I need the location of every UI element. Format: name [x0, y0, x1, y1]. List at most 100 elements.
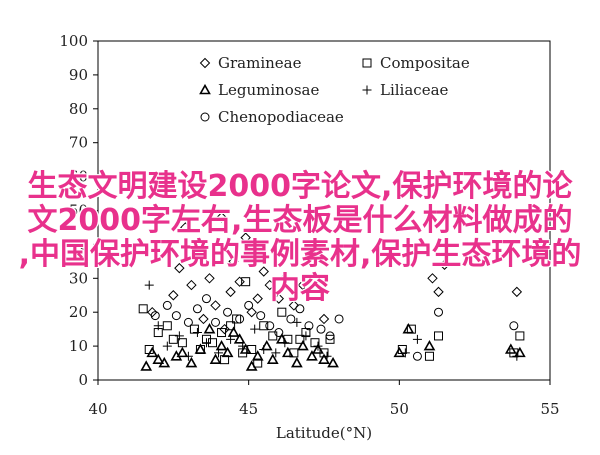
gramineae-point: [433, 286, 444, 298]
gramineae-point: [427, 273, 438, 284]
liliaceae-point: [226, 334, 236, 344]
y-tick-label: 90: [69, 66, 88, 84]
gramineae-point: [168, 290, 179, 301]
liliaceae-point: [144, 280, 154, 290]
gramineae-point: [216, 212, 227, 223]
liliaceae-point: [292, 317, 302, 327]
compositae-point: [325, 334, 335, 344]
gramineae-point: [297, 279, 309, 291]
x-tick-label: 55: [540, 400, 559, 418]
compositae-point: [277, 307, 287, 317]
gramineae-point: [246, 306, 257, 318]
gramineae-point: [180, 222, 191, 233]
gramineae-point: [198, 313, 209, 325]
compositae-point: [241, 277, 251, 287]
legend-chenopodiaceae-marker: [200, 112, 210, 122]
leguminosae-point: [140, 360, 153, 371]
liliaceae-point: [512, 351, 522, 361]
chenopodiaceae-point: [235, 314, 245, 324]
liliaceae-point: [192, 328, 202, 338]
chenopodiaceae-point: [171, 311, 181, 321]
liliaceae-point: [322, 351, 332, 361]
gramineae-point: [225, 286, 236, 298]
leguminosae-point: [281, 346, 294, 358]
leguminosae-point: [327, 356, 339, 368]
leguminosae-point: [152, 353, 165, 364]
compositae-point: [232, 314, 242, 324]
chenopodiaceae-point: [211, 317, 221, 327]
compositae-point: [177, 338, 187, 348]
y-tick-label: 60: [69, 168, 88, 186]
legend-compositae-label: Compositae: [380, 54, 470, 72]
legend-liliaceae-marker: [362, 85, 372, 95]
x-tick-label: 45: [239, 400, 258, 418]
chenopodiaceae-point: [412, 351, 422, 361]
chenopodiaceae-point: [150, 311, 160, 321]
liliaceae-point: [162, 341, 172, 351]
compositae-point: [295, 334, 305, 344]
chenopodiaceae-point: [304, 321, 314, 331]
leguminosae-point: [251, 350, 264, 361]
chenopodiaceae-point: [223, 307, 233, 317]
chenopodiaceae-point: [274, 328, 284, 338]
leguminosae-point: [239, 343, 252, 354]
liliaceae-point: [201, 338, 211, 348]
liliaceae-point: [280, 338, 290, 348]
liliaceae-point: [271, 348, 281, 358]
axes: 0 10 20 30 40 50 60 70 80 90 100 40 45 50 55: [59, 32, 559, 418]
chenopodiaceae-point: [286, 314, 296, 324]
chenopodiaceae-point: [509, 321, 519, 331]
liliaceae-point: [153, 321, 163, 331]
gramineae-point: [204, 273, 215, 284]
compositae-point: [424, 351, 434, 361]
plot-area: [97, 40, 551, 381]
legend-gramineae-marker: [199, 57, 211, 69]
liliaceae-point: [301, 331, 311, 341]
compositae-point: [189, 324, 199, 334]
leguminosae-point: [209, 353, 222, 364]
gramineae-point: [186, 279, 197, 291]
leguminosae-point: [203, 323, 216, 334]
liliaceae-point: [183, 351, 193, 361]
chenopodiaceae-point: [325, 331, 335, 341]
legend-liliaceae-label: Liliaceae: [380, 81, 449, 99]
compositae-point: [515, 331, 525, 341]
y-tick-label: 40: [69, 235, 88, 253]
compositae-point: [268, 331, 278, 341]
legend-compositae-marker: [362, 58, 372, 68]
leguminosae-point: [245, 360, 258, 371]
liliaceae-point: [412, 334, 422, 344]
x-tick-label: 50: [390, 400, 409, 418]
x-axis-title: Latitude(°N): [276, 424, 372, 442]
gramineae-point: [309, 283, 321, 294]
chenopodiaceae-point: [334, 314, 344, 324]
legend-gramineae-label: Gramineae: [218, 54, 302, 72]
chenopodiaceae-point: [162, 300, 172, 310]
y-tick-label: 80: [69, 100, 88, 118]
leguminosae-point: [291, 356, 303, 368]
leguminosae-point: [266, 353, 279, 364]
x-tick-label: 40: [88, 400, 107, 418]
gramineae-point: [174, 262, 185, 274]
gramineae-point: [264, 279, 275, 291]
gramineae-point: [159, 171, 170, 182]
gramineae-point: [192, 245, 203, 257]
liliaceae-point: [238, 341, 248, 351]
compositae-point: [259, 321, 269, 331]
gramineae-point: [511, 286, 523, 298]
y-tick-label: 70: [69, 134, 88, 152]
y-tick-label: 30: [69, 269, 88, 287]
gramineae-point: [228, 256, 239, 267]
gramineae-point: [234, 276, 245, 287]
leguminosae-point: [221, 346, 234, 358]
leguminosae-point: [176, 346, 189, 358]
chenopodiaceae-point: [244, 300, 254, 310]
gramineae-point: [252, 293, 263, 304]
y-tick-label: 100: [59, 32, 88, 50]
chenopodiaceae-point: [265, 321, 275, 331]
legend-chenopodiaceae-label: Chenopodiaceae: [218, 108, 344, 126]
liliaceae-point: [174, 331, 184, 341]
compositae-point: [434, 331, 444, 341]
y-tick-label: 10: [69, 337, 88, 355]
